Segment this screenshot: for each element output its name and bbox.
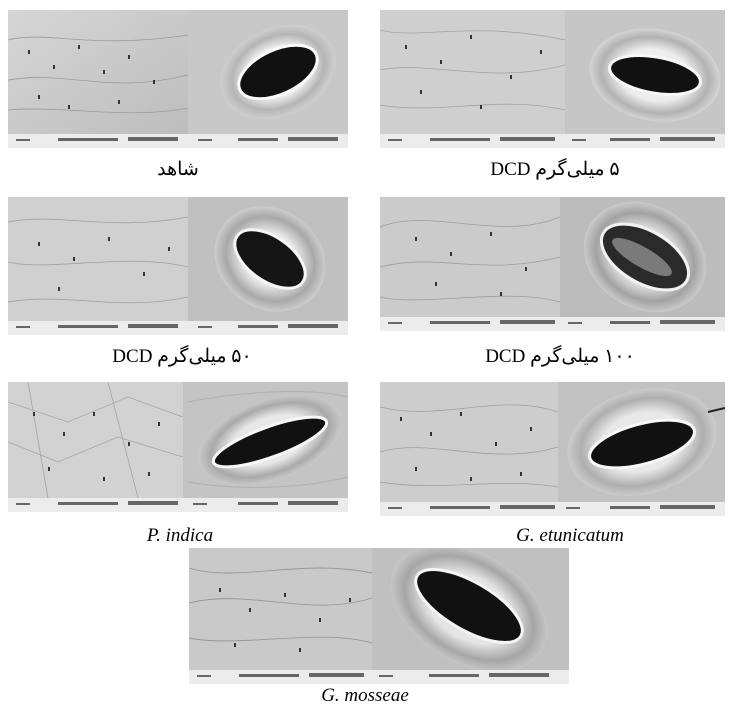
sem-image [380, 10, 725, 148]
caption-dcd100: ۱۰۰ میلی‌گرم DCD [485, 346, 635, 367]
sem-image [8, 197, 348, 335]
caption-control: شاهد [157, 159, 199, 180]
sem-image [189, 548, 569, 684]
sem-micrograph-gmosseae [189, 548, 569, 684]
sem-micrograph-dcd5 [380, 10, 725, 148]
sem-micrograph-control [8, 10, 348, 148]
sem-image [380, 382, 725, 516]
caption-pindica: P. indica [146, 525, 214, 546]
caption-dcd50: ۵۰ میلی‌گرم DCD [112, 346, 252, 367]
sem-micrograph-pindica [8, 382, 348, 512]
sem-micrograph-dcd100 [380, 197, 725, 331]
sem-micrograph-dcd50 [8, 197, 348, 335]
caption-dcd5: ۵ میلی‌گرم DCD [490, 159, 620, 180]
sem-image [8, 382, 348, 512]
sem-image [380, 197, 725, 331]
caption-gmosseae: G. mosseae [321, 685, 409, 706]
sem-image [8, 10, 348, 148]
caption-getunicatum: G. etunicatum [516, 525, 624, 546]
sem-micrograph-getunicatum [380, 382, 725, 516]
